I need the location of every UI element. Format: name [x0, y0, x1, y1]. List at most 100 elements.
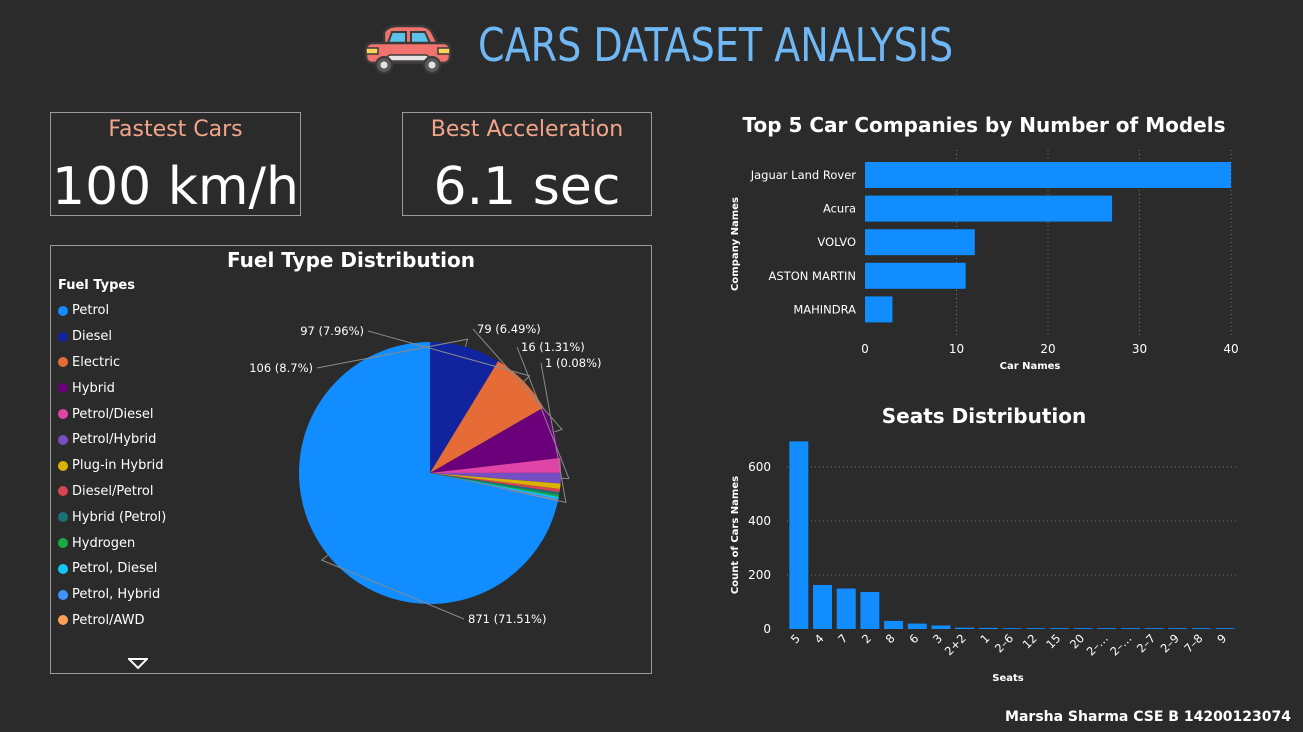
pie-slice[interactable]	[430, 473, 561, 493]
x-tick-label: 2–…	[1084, 631, 1111, 658]
pie-slice[interactable]	[430, 342, 499, 473]
pie-slice[interactable]	[430, 473, 560, 496]
x-tick-label: 4	[812, 631, 827, 646]
bar[interactable]	[1144, 628, 1164, 629]
bar[interactable]	[1026, 628, 1046, 629]
bar[interactable]	[1168, 628, 1188, 629]
bar[interactable]	[955, 627, 975, 629]
legend-item[interactable]: Petrol/Hybrid	[58, 427, 218, 453]
bar[interactable]	[884, 620, 904, 629]
x-axis-label: Car Names	[1000, 361, 1061, 372]
legend-swatch	[58, 460, 68, 471]
pie-chart: 871 (71.51%) 106 (8.7%) 97 (7.96%) 79 (6.49…	[249, 322, 601, 626]
legend-item[interactable]: Electric	[58, 350, 218, 376]
bar[interactable]	[836, 588, 856, 630]
legend-item[interactable]: Petrol, Diesel	[58, 556, 218, 582]
companies-bar-chart: 0 10 20 30 40 Jaguar Land Rover Acura VOLVO ASTO…	[730, 150, 1239, 372]
fuel-type-panel[interactable]: Fuel Type Distribution Fuel Types Petrol…	[50, 245, 652, 674]
x-tick-label: 5	[788, 631, 803, 646]
y-tick-label: ASTON MARTIN	[769, 269, 856, 283]
pie-slice[interactable]	[430, 473, 561, 490]
x-tick-label: 7	[835, 631, 850, 646]
bar[interactable]	[1002, 628, 1022, 629]
bar[interactable]	[1215, 628, 1235, 629]
x-tick-label: 8	[883, 631, 898, 646]
legend-item[interactable]: Diesel/Petrol	[58, 479, 218, 505]
author-credit: Marsha Sharma CSE B 14200123074	[1005, 709, 1291, 725]
legend-swatch	[58, 563, 68, 574]
legend-item[interactable]: Petrol/AWD	[58, 608, 218, 634]
pie-slice[interactable]	[430, 361, 544, 473]
bar[interactable]	[907, 623, 927, 629]
y-tick-label: 600	[748, 460, 771, 474]
page-title: CARS DATASET ANALYSIS	[478, 18, 954, 72]
pie-slice[interactable]	[430, 473, 559, 500]
legend-item[interactable]: Petrol, Hybrid	[58, 582, 218, 608]
bar[interactable]	[978, 627, 998, 629]
x-tick-label: 3	[930, 631, 945, 646]
legend-items: Petrol Diesel Electric Hybrid Petrol/Diesel P…	[58, 298, 218, 633]
pie-slice[interactable]	[430, 407, 561, 473]
y-tick-label: Jaguar Land Rover	[750, 168, 857, 182]
x-tick-label: 1	[977, 631, 992, 646]
bar[interactable]	[1120, 628, 1140, 629]
legend-label: Petrol/Hybrid	[72, 432, 157, 448]
triangle-down-icon[interactable]	[126, 655, 150, 674]
x-tick-label: 30	[1132, 342, 1147, 356]
legend-label: Diesel/Petrol	[72, 483, 154, 499]
bar[interactable]	[865, 229, 975, 256]
pie-slice[interactable]	[430, 473, 560, 498]
x-tick-label: 20	[1040, 342, 1055, 356]
legend-swatch	[58, 538, 68, 549]
pie-slice[interactable]	[299, 342, 558, 604]
bar[interactable]	[865, 262, 966, 289]
leader-line	[320, 554, 465, 620]
legend: Fuel Types Petrol Diesel Electric Hybrid Pet…	[58, 278, 218, 633]
y-tick-label: 0	[763, 622, 771, 636]
legend-item[interactable]: Petrol	[58, 298, 218, 324]
legend-swatch	[58, 357, 68, 368]
fastest-cars-card[interactable]: Fastest Cars 100 km/h	[50, 112, 301, 217]
bar[interactable]	[1192, 628, 1211, 629]
x-tick-label: 7–8	[1181, 631, 1205, 655]
pie-slice[interactable]	[430, 473, 559, 502]
legend-item[interactable]: Plug-in Hybrid	[58, 453, 218, 479]
x-tick-label: 2–9	[1158, 631, 1182, 655]
bar[interactable]	[865, 162, 1231, 188]
legend-label: Petrol, Diesel	[72, 561, 158, 577]
legend-item[interactable]: Petrol/Diesel	[58, 401, 218, 427]
x-tick-label: 12	[1020, 631, 1040, 651]
bar[interactable]	[865, 296, 893, 323]
leader-line	[540, 362, 567, 504]
x-axis-label: Seats	[992, 673, 1024, 684]
pie-slice[interactable]	[430, 457, 561, 473]
legend-item[interactable]: Hybrid	[58, 375, 218, 401]
legend-item[interactable]: Diesel	[58, 324, 218, 350]
leader-line	[516, 346, 570, 480]
bar[interactable]	[813, 584, 832, 629]
legend-item[interactable]: Hydrogen	[58, 530, 218, 556]
card-label: Best Acceleration	[430, 117, 624, 142]
data-label: 106 (8.7%)	[249, 361, 313, 375]
pie-slice[interactable]	[430, 473, 559, 501]
x-tick-label: 40	[1223, 342, 1238, 356]
legend-label: Petrol, Hybrid	[72, 587, 161, 603]
legend-label: Petrol/AWD	[72, 612, 145, 628]
legend-swatch	[58, 383, 68, 394]
bar[interactable]	[1073, 628, 1093, 629]
bar[interactable]	[1049, 628, 1069, 629]
legend-label: Petrol/Diesel	[72, 406, 154, 422]
bar[interactable]	[865, 195, 1113, 222]
y-tick-label: 200	[748, 568, 771, 582]
bar[interactable]	[1097, 628, 1117, 629]
legend-swatch	[58, 409, 68, 420]
legend-swatch	[58, 434, 68, 445]
pie-slice[interactable]	[430, 472, 562, 484]
legend-label: Hybrid	[72, 380, 115, 396]
bar[interactable]	[931, 625, 951, 629]
legend-item[interactable]: Hybrid (Petrol)	[58, 504, 218, 530]
y-tick-label: Acura	[823, 202, 856, 216]
bar[interactable]	[860, 592, 880, 629]
best-acceleration-card[interactable]: Best Acceleration 6.1 sec	[402, 112, 652, 217]
bar[interactable]	[789, 441, 809, 629]
